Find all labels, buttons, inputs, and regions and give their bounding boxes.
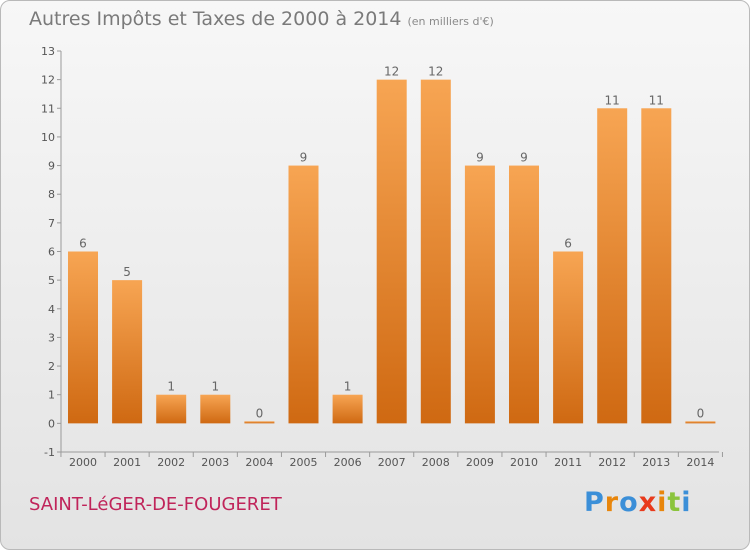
x-tick-label: 2007: [378, 456, 406, 469]
bar: [200, 394, 231, 424]
x-tick-label: 2006: [334, 456, 362, 469]
bar: [464, 165, 495, 424]
y-tick-label: 5: [48, 274, 55, 287]
bar: [332, 394, 363, 424]
data-label: 0: [697, 406, 705, 420]
data-label: 6: [79, 237, 87, 251]
chart-title: Autres Impôts et Taxes de 2000 à 2014 (en…: [29, 8, 494, 30]
x-tick-label: 2002: [157, 456, 185, 469]
y-tick-label: 4: [48, 303, 55, 316]
data-label: 0: [256, 406, 264, 420]
x-tick-label: 2013: [642, 456, 670, 469]
y-tick-label: 2: [48, 360, 55, 373]
data-label: 9: [520, 151, 528, 165]
x-tick-label: 2010: [510, 456, 538, 469]
logo-letter: P: [584, 487, 605, 518]
data-label: 1: [167, 380, 175, 394]
logo-letter: r: [604, 487, 620, 518]
bar: [420, 79, 451, 424]
bar: [597, 108, 628, 424]
y-tick-label: 13: [41, 45, 55, 58]
y-tick-label: 7: [48, 217, 55, 230]
x-tick-label: 2005: [290, 456, 318, 469]
bar: [685, 421, 716, 424]
data-label: 12: [428, 65, 443, 79]
data-label: 9: [476, 151, 484, 165]
bar: [553, 251, 584, 424]
chart-unit: (en milliers d'€): [407, 15, 494, 28]
commune-name: SAINT-LéGER-DE-FOUGERET: [29, 494, 282, 515]
data-label: 11: [605, 93, 620, 107]
x-tick-label: 2011: [554, 456, 582, 469]
y-tick-label: 11: [41, 102, 55, 115]
data-label: 9: [300, 151, 308, 165]
y-tick-label: 9: [48, 160, 55, 173]
x-tick-label: 2000: [69, 456, 97, 469]
logo-letter: i: [681, 487, 692, 518]
data-label: 1: [344, 380, 352, 394]
bar: [112, 280, 143, 424]
data-label: 1: [211, 380, 219, 394]
logo-letter: i: [657, 487, 668, 518]
y-tick-label: 6: [48, 246, 55, 259]
bar: [376, 79, 407, 424]
y-tick-label: 10: [41, 131, 55, 144]
y-tick-label: -1: [44, 446, 55, 459]
x-tick-label: 2004: [245, 456, 273, 469]
data-label: 12: [384, 65, 399, 79]
bar: [288, 165, 319, 424]
y-tick-label: 1: [48, 389, 55, 402]
y-tick-label: 12: [41, 74, 55, 87]
y-tick-label: 0: [48, 417, 55, 430]
bar: [156, 394, 187, 424]
y-tick-label: 3: [48, 331, 55, 344]
y-tick-label: 8: [48, 188, 55, 201]
x-tick-label: 2014: [686, 456, 714, 469]
title-text: Autres Impôts et Taxes de 2000 à 2014: [29, 8, 402, 30]
x-tick-label: 2009: [466, 456, 494, 469]
data-label: 11: [649, 93, 664, 107]
bar: [244, 421, 275, 424]
x-tick-label: 2008: [422, 456, 450, 469]
data-label: 5: [123, 265, 131, 279]
logo-letter: t: [667, 487, 682, 518]
bar: [641, 108, 672, 424]
x-tick-label: 2003: [201, 456, 229, 469]
x-tick-label: 2001: [113, 456, 141, 469]
data-label: 6: [564, 237, 572, 251]
proxiti-logo: Proxiti: [584, 487, 692, 518]
logo-letter: o: [619, 487, 639, 518]
logo-letter: x: [638, 487, 658, 518]
bar: [509, 165, 539, 424]
bar: [68, 251, 98, 424]
x-tick-label: 2012: [598, 456, 626, 469]
